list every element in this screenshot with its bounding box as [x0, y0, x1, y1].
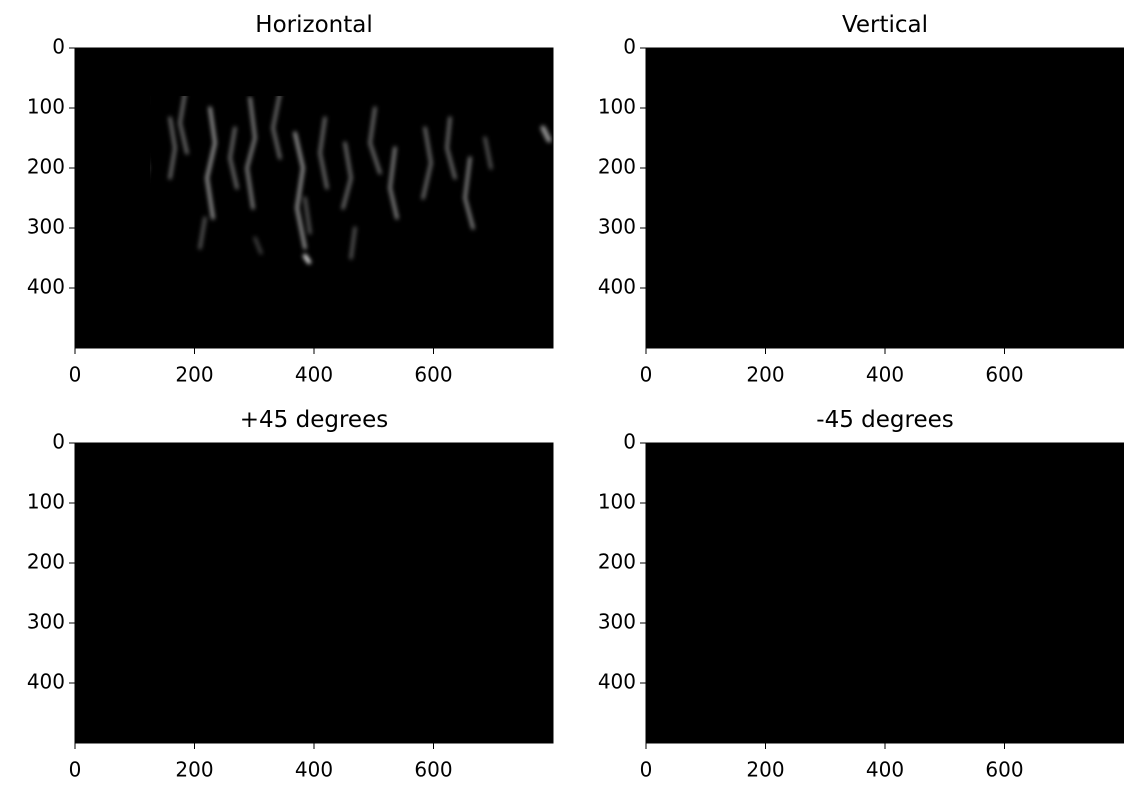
- y-tick-label: 300: [598, 215, 636, 239]
- y-tick-label: 400: [598, 670, 636, 694]
- y-tick-label: 300: [27, 610, 65, 634]
- subplot-title: Vertical: [842, 12, 928, 38]
- y-tick-label: 300: [598, 610, 636, 634]
- streak: [368, 106, 382, 175]
- image-area: [75, 443, 553, 743]
- streak: [303, 196, 312, 235]
- y-tick-label: 200: [27, 155, 65, 179]
- streak: [253, 236, 263, 255]
- streak: [349, 226, 357, 260]
- y-tick-label: 300: [27, 215, 65, 239]
- x-tick-label: 400: [295, 363, 333, 387]
- streak: [388, 146, 399, 220]
- streak: [303, 254, 311, 264]
- y-tick-label: 100: [598, 95, 636, 119]
- streak: [483, 136, 493, 170]
- x-tick-label: 600: [985, 363, 1023, 387]
- x-tick-label: 0: [69, 758, 82, 782]
- y-tick-label: 200: [598, 155, 636, 179]
- y-tick-label: 0: [623, 430, 636, 454]
- y-tick-label: 100: [27, 490, 65, 514]
- x-tick-label: 200: [746, 363, 784, 387]
- image-content: [168, 96, 552, 264]
- streak: [341, 141, 353, 210]
- y-tick-label: 400: [598, 275, 636, 299]
- x-tick-label: 200: [175, 363, 213, 387]
- streak: [421, 126, 433, 200]
- y-tick-label: 100: [598, 490, 636, 514]
- y-tick-label: 400: [27, 275, 65, 299]
- image-area: [646, 443, 1124, 743]
- x-tick-label: 0: [640, 363, 653, 387]
- streak: [293, 131, 307, 250]
- y-tick-label: 200: [27, 550, 65, 574]
- subplot-title: -45 degrees: [816, 407, 953, 433]
- streak: [318, 116, 329, 190]
- y-tick-label: 100: [27, 95, 65, 119]
- subplot: Vertical 0 200 400 600 0 100 200 300 400: [598, 12, 1124, 387]
- image-area: [75, 48, 553, 348]
- subplot: Horizontal 0 200 400 600 0 100 200 300 400: [27, 12, 554, 387]
- y-tick-label: 0: [623, 35, 636, 59]
- subplot: +45 degrees 0 200 400 600 0 100 200 300 400: [27, 407, 554, 782]
- streak: [178, 96, 189, 155]
- streak: [198, 216, 207, 250]
- x-tick-label: 200: [746, 758, 784, 782]
- x-tick-label: 200: [175, 758, 213, 782]
- streak: [245, 96, 257, 210]
- y-tick-label: 0: [52, 430, 65, 454]
- y-tick-label: 400: [27, 670, 65, 694]
- streak: [463, 156, 475, 230]
- streak: [228, 126, 239, 190]
- x-tick-label: 400: [866, 363, 904, 387]
- x-tick-label: 600: [414, 758, 452, 782]
- x-tick-label: 600: [414, 363, 452, 387]
- x-tick-label: 600: [985, 758, 1023, 782]
- image-area: [646, 48, 1124, 348]
- streak: [168, 116, 177, 180]
- subplot: -45 degrees 0 200 400 600 0 100 200 300 400: [598, 407, 1124, 782]
- streak: [205, 106, 217, 220]
- subplot-title: Horizontal: [255, 12, 372, 38]
- y-tick-label: 200: [598, 550, 636, 574]
- x-tick-label: 0: [69, 363, 82, 387]
- x-tick-label: 400: [866, 758, 904, 782]
- y-tick-label: 0: [52, 35, 65, 59]
- x-tick-label: 0: [640, 758, 653, 782]
- streak: [271, 96, 282, 160]
- x-tick-label: 400: [295, 758, 333, 782]
- subplot-title: +45 degrees: [240, 407, 388, 433]
- streak: [445, 116, 457, 180]
- streak: [540, 125, 552, 143]
